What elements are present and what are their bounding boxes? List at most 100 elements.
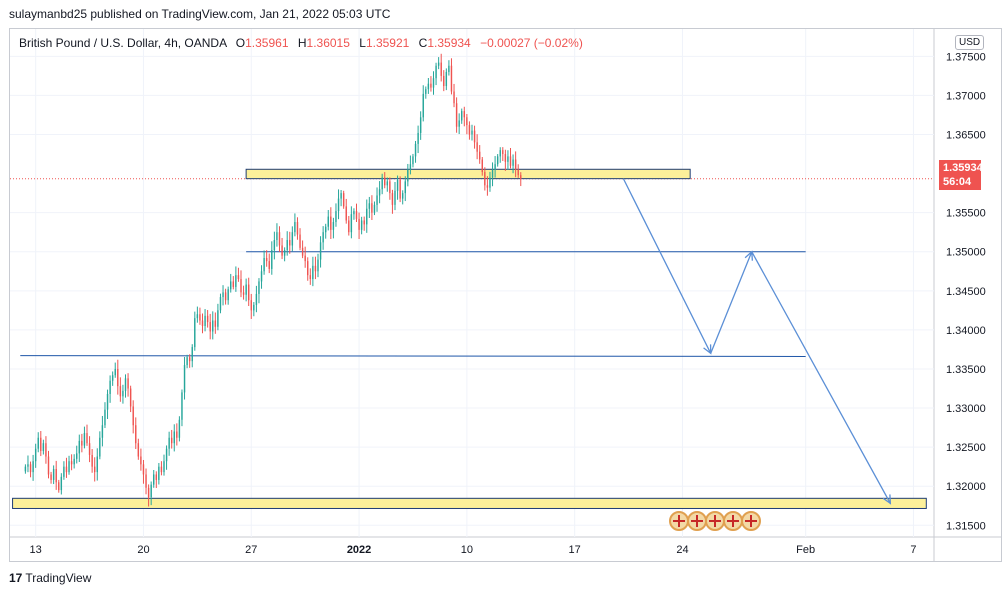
candle-body (455, 103, 458, 127)
horizontal-level-line[interactable] (20, 355, 806, 357)
candle-body (437, 62, 440, 66)
projection-arrow-segment[interactable] (751, 251, 891, 504)
candle-body (24, 466, 27, 472)
candle-body (373, 204, 376, 213)
candle-body (27, 464, 29, 467)
symbol-legend: British Pound / U.S. Dollar, 4h, OANDA O… (19, 36, 583, 50)
candle-body (471, 130, 473, 135)
candle-body (224, 292, 227, 301)
currency-button[interactable]: USD (955, 35, 985, 50)
candle-body (468, 125, 471, 135)
candle-body (466, 117, 468, 126)
candle-body (478, 151, 481, 160)
candle-body (88, 443, 91, 455)
candle-body (494, 164, 496, 170)
candle-body (165, 448, 168, 462)
candle-body (83, 433, 86, 446)
candle-body (114, 368, 116, 376)
candle-body (181, 392, 183, 420)
candle-body (409, 164, 412, 170)
candle-body (440, 62, 442, 76)
candle-body (301, 247, 304, 256)
open-label: O (235, 36, 246, 50)
candle-body (260, 271, 263, 282)
candle-body (173, 431, 175, 444)
candle-body (350, 214, 353, 233)
candle-body (363, 220, 365, 225)
open-value: 1.35961 (245, 36, 289, 50)
candle-body (127, 378, 129, 389)
chart-pane[interactable] (9, 28, 1002, 562)
candle-body (358, 218, 360, 230)
footer: 17 TradingView (9, 571, 91, 585)
time-tick-label: 17 (569, 544, 581, 556)
candle-body (273, 240, 276, 251)
candle-body (348, 220, 350, 233)
price-tick-label: 1.31500 (946, 520, 986, 532)
candle-body (86, 433, 88, 444)
candle-body (137, 443, 140, 457)
candle-body (147, 487, 150, 498)
candle-body (304, 255, 306, 262)
price-tick-label: 1.32000 (946, 481, 986, 493)
candle-body (109, 380, 111, 394)
candle-body (317, 259, 319, 272)
candle-body (371, 203, 373, 213)
candle-body (507, 156, 509, 162)
candle-body (91, 454, 93, 467)
candle-body (453, 91, 455, 104)
candle-body (96, 456, 98, 473)
candle-body (412, 156, 414, 165)
candle-body (332, 222, 335, 230)
close-label: C (418, 36, 428, 50)
candle-body (237, 275, 240, 280)
candle-body (394, 190, 396, 205)
support-resistance-zone[interactable] (12, 497, 927, 509)
candle-body (443, 75, 445, 87)
candle-body (509, 156, 512, 166)
projection-arrow-segment[interactable] (622, 178, 712, 354)
candle-body (263, 257, 265, 272)
candle-body (399, 179, 401, 199)
last-price-value: 1.35934 (943, 162, 983, 174)
candle-body (430, 83, 432, 88)
candle-body (353, 211, 355, 215)
candle-body (204, 315, 206, 326)
candle-body (458, 120, 460, 127)
support-resistance-zone[interactable] (245, 168, 691, 180)
candle-body (76, 453, 78, 459)
candle-body (217, 310, 219, 327)
change-value: −0.00027 (−0.02%) (480, 36, 583, 50)
candle-body (242, 292, 245, 295)
price-tick-label: 1.37500 (946, 51, 986, 63)
price-tick-label: 1.36500 (946, 130, 986, 142)
candle-body (255, 293, 258, 305)
projection-arrow-segment[interactable] (710, 251, 753, 354)
candle-body (491, 169, 494, 178)
candle-body (140, 456, 142, 465)
publisher-line: sulaymanbd25 published on TradingView.co… (9, 7, 391, 21)
candle-body (281, 245, 283, 256)
candle-body (178, 419, 181, 438)
candle-body (206, 315, 209, 323)
candle-body (481, 159, 483, 173)
candle-body (253, 304, 255, 311)
candle-body (484, 172, 486, 186)
candle-body (150, 484, 152, 498)
candle-body (342, 193, 345, 207)
candle-body (81, 440, 83, 446)
candle-body (155, 474, 158, 480)
candle-body (219, 297, 222, 311)
candle-body (240, 279, 242, 293)
time-tick-label: 24 (676, 544, 688, 556)
candle-body (486, 185, 489, 188)
candle-body (389, 181, 391, 194)
candle-body (417, 132, 419, 144)
time-tick-label: 7 (910, 544, 916, 556)
candle-body (489, 177, 491, 188)
candle-body (73, 458, 75, 465)
candle-body (265, 257, 268, 262)
price-tick-label: 1.35500 (946, 208, 986, 220)
candle-body (386, 181, 389, 186)
